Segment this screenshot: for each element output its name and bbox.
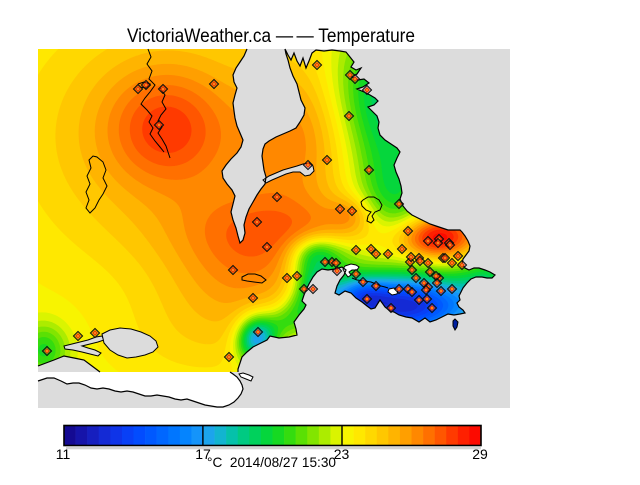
svg-text:VictoriaWeather.ca — — Tempera: VictoriaWeather.ca — — Temperature (127, 26, 415, 47)
svg-text:°C 2014/08/27 15:30: °C 2014/08/27 15:30 (207, 454, 336, 470)
svg-text:11: 11 (56, 446, 71, 462)
svg-text:23: 23 (334, 446, 350, 462)
svg-text:17: 17 (195, 446, 211, 462)
svg-text:29: 29 (472, 446, 488, 462)
